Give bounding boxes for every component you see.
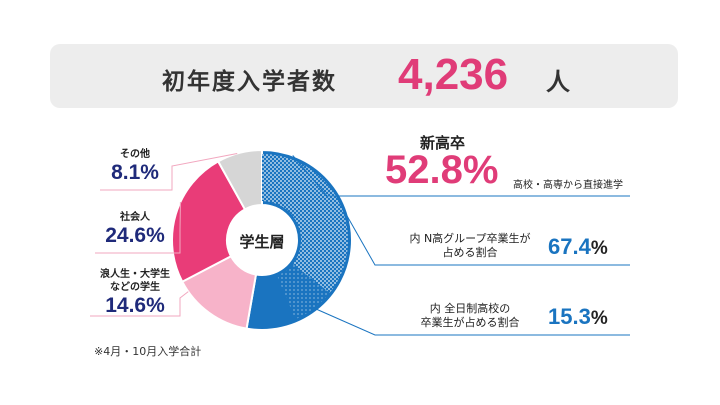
fulltime-share-number: 15.3 bbox=[548, 304, 591, 329]
fulltime-share-value: 15.3% bbox=[548, 304, 608, 330]
new-grad-value: 52.8% bbox=[385, 148, 499, 192]
fulltime-share-desc: 内 全日制高校の 卒業生が占める割合 bbox=[395, 302, 545, 330]
ngroup-share-pct: % bbox=[590, 238, 608, 259]
sub-slice-1 bbox=[277, 264, 330, 320]
connector-fulltime bbox=[314, 307, 630, 336]
label-student-line1: 浪人生・大学生 bbox=[100, 269, 170, 280]
label-other-value: 8.1% bbox=[111, 161, 159, 184]
banner-unit: 人 bbox=[546, 68, 570, 96]
ngroup-share-number: 67.4 bbox=[548, 234, 591, 259]
connector-worker bbox=[95, 201, 181, 254]
label-other-name: その他 bbox=[120, 149, 150, 160]
label-student-value: 14.6% bbox=[105, 294, 165, 317]
banner-value: 4,236 bbox=[398, 50, 509, 99]
connector-student bbox=[90, 291, 189, 317]
label-student-line2: などの学生 bbox=[110, 282, 160, 293]
label-student: 浪人生・大学生 などの学生 14.6% bbox=[90, 268, 180, 318]
connector-new-grad bbox=[292, 155, 630, 197]
fulltime-share-desc-line2: 卒業生が占める割合 bbox=[420, 316, 520, 329]
sub-slice-0 bbox=[262, 154, 348, 293]
label-worker-name: 社会人 bbox=[120, 212, 150, 223]
ngroup-share-value: 67.4% bbox=[548, 234, 608, 260]
banner-label: 初年度入学者数 bbox=[162, 69, 337, 95]
pie-slice-3 bbox=[216, 148, 263, 211]
total-enrollment-banner: 初年度入学者数 4,236 人 bbox=[50, 44, 678, 108]
ngroup-share-desc-line2: 占める割合 bbox=[442, 246, 498, 259]
footnote: ※4月・10月入学合計 bbox=[94, 345, 202, 358]
ngroup-share-desc: 内 N高グループ卒業生が 占める割合 bbox=[395, 232, 545, 260]
fulltime-share-desc-line1: 内 全日制高校の bbox=[429, 302, 511, 315]
label-other: その他 8.1% bbox=[100, 148, 170, 185]
connector-ngroup bbox=[338, 202, 630, 266]
ngroup-share-desc-line1: 内 N高グループ卒業生が bbox=[409, 232, 531, 245]
donut-center-label: 学生層 bbox=[239, 233, 285, 251]
new-grad-desc: 高校・高専から直接進学 bbox=[513, 180, 623, 191]
label-worker: 社会人 24.6% bbox=[95, 211, 175, 248]
connector-other bbox=[100, 152, 238, 191]
label-worker-value: 24.6% bbox=[105, 224, 165, 247]
pie-slice-2 bbox=[171, 160, 247, 284]
new-grad-heading: 新高卒 bbox=[420, 134, 466, 152]
fulltime-share-pct: % bbox=[590, 308, 608, 329]
